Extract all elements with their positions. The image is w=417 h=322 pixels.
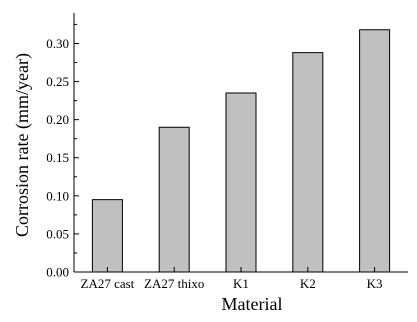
y-tick-label-1: 0.00 <box>46 265 69 280</box>
x-tick-label-3: K1 <box>233 276 249 291</box>
y-axis-title: Corrosion rate (mm/year) <box>12 53 33 237</box>
x-tick-label-2: ZA27 thixo <box>144 276 204 291</box>
y-tick-label-5: 0.20 <box>46 112 69 127</box>
bar-5 <box>359 29 391 273</box>
x-axis-title: Material <box>222 294 283 314</box>
bar-1 <box>91 199 123 273</box>
bar-3 <box>225 92 257 273</box>
plot-area: ZA27 cast ZA27 thixo K1 K2 K3 0.00 0.05 0.10 0.1… <box>46 13 408 291</box>
bar-4 <box>292 52 324 273</box>
y-tick-label-4: 0.15 <box>46 150 69 165</box>
y-tick-label-2: 0.05 <box>46 226 69 241</box>
x-tick-label-1: ZA27 cast <box>81 276 135 291</box>
y-tick-label-6: 0.25 <box>46 74 69 89</box>
y-tick-label-3: 0.10 <box>46 188 69 203</box>
bar-2 <box>158 126 190 273</box>
y-tick-label-7: 0.30 <box>46 36 69 51</box>
x-tick-label-4: K2 <box>300 276 316 291</box>
x-tick-label-5: K3 <box>367 276 383 291</box>
